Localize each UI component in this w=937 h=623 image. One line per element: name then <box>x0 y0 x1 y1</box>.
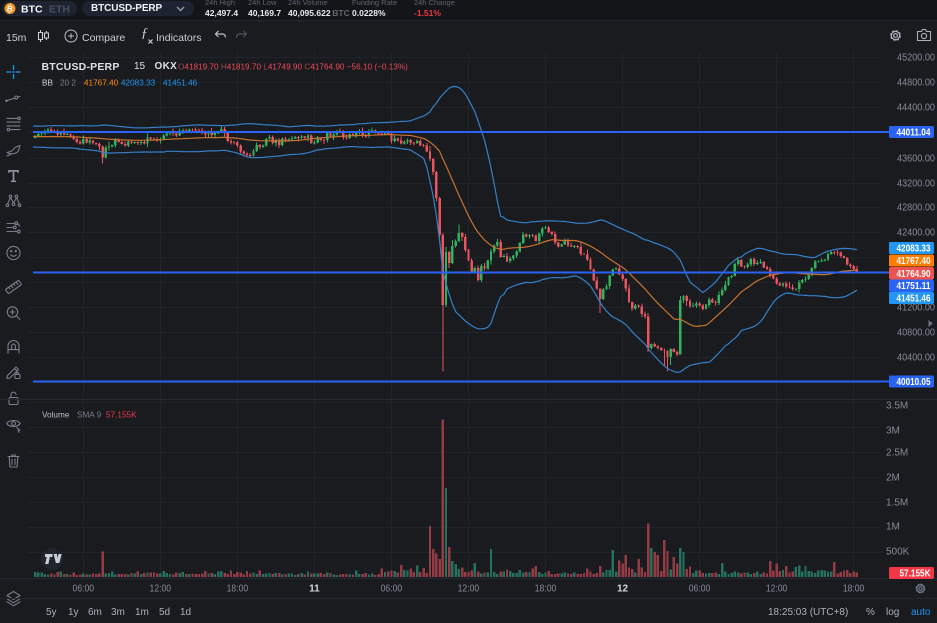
svg-text:43600.00: 43600.00 <box>897 154 935 165</box>
svg-text:11: 11 <box>309 584 320 595</box>
svg-text:12: 12 <box>617 584 629 595</box>
svg-text:2.5M: 2.5M <box>886 448 908 459</box>
svg-text:41767.40: 41767.40 <box>897 256 931 267</box>
svg-text:1.5M: 1.5M <box>886 498 908 509</box>
svg-text:42083.33: 42083.33 <box>897 244 931 255</box>
svg-text:06:00: 06:00 <box>73 584 95 595</box>
svg-text:BTC: BTC <box>21 4 43 16</box>
svg-text:1M: 1M <box>886 522 900 533</box>
svg-text:40800.00: 40800.00 <box>897 328 935 339</box>
svg-text:41200.00: 41200.00 <box>897 303 935 314</box>
svg-text:44800.00: 44800.00 <box>897 78 935 89</box>
svg-text:ETH: ETH <box>49 4 70 16</box>
svg-text:3M: 3M <box>886 426 900 437</box>
svg-text:41764.90: 41764.90 <box>897 269 931 280</box>
svg-text:42800.00: 42800.00 <box>897 203 935 214</box>
svg-text:18:00: 18:00 <box>843 584 865 595</box>
svg-text:57.155K: 57.155K <box>900 569 932 580</box>
svg-text:12:00: 12:00 <box>766 584 788 595</box>
svg-text:41451.46: 41451.46 <box>897 294 931 305</box>
svg-text:41751.11: 41751.11 <box>897 281 931 292</box>
svg-text:06:00: 06:00 <box>381 584 403 595</box>
svg-text:2M: 2M <box>886 473 900 484</box>
svg-text:12:00: 12:00 <box>150 584 172 595</box>
svg-text:B: B <box>6 3 14 14</box>
svg-text:45200.00: 45200.00 <box>897 53 935 64</box>
svg-text:40400.00: 40400.00 <box>897 353 935 364</box>
svg-text:12:00: 12:00 <box>458 584 480 595</box>
svg-text:43200.00: 43200.00 <box>897 179 935 190</box>
svg-text:40010.05: 40010.05 <box>897 377 931 388</box>
svg-text:18:00: 18:00 <box>227 584 249 595</box>
svg-text:500K: 500K <box>886 547 910 558</box>
svg-text:44400.00: 44400.00 <box>897 103 935 114</box>
svg-text:44011.04: 44011.04 <box>897 128 931 139</box>
svg-text:18:00: 18:00 <box>535 584 557 595</box>
svg-text:3.5M: 3.5M <box>886 401 908 412</box>
svg-text:06:00: 06:00 <box>689 584 711 595</box>
svg-text:42400.00: 42400.00 <box>897 228 935 239</box>
